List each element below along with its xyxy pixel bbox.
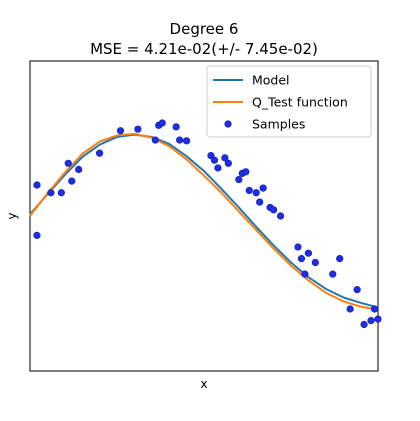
curves-layer bbox=[29, 132, 379, 311]
legend: Model Q_Test function Samples bbox=[206, 65, 372, 138]
sample-point bbox=[346, 305, 354, 313]
sample-point bbox=[183, 137, 191, 145]
sample-point bbox=[57, 189, 65, 197]
sample-point bbox=[353, 286, 361, 294]
sample-point bbox=[221, 154, 229, 162]
sample-point bbox=[47, 189, 55, 197]
sample-point bbox=[367, 317, 375, 325]
sample-point bbox=[242, 168, 250, 176]
legend-label-samples: Samples bbox=[252, 117, 305, 132]
sample-point bbox=[214, 164, 222, 172]
sample-point bbox=[304, 249, 313, 257]
series-line-q-test-function bbox=[29, 132, 379, 311]
sample-point bbox=[64, 159, 72, 167]
sample-point bbox=[336, 255, 344, 263]
sample-point bbox=[370, 305, 379, 313]
sample-point bbox=[256, 198, 264, 206]
samples-layer bbox=[33, 119, 382, 329]
sample-point bbox=[374, 315, 382, 323]
chart-title: Degree 6 bbox=[170, 20, 239, 38]
chart-subtitle: MSE = 4.21e-02(+/- 7.45e-02) bbox=[90, 40, 318, 58]
sample-point bbox=[252, 189, 260, 197]
sample-point bbox=[311, 258, 319, 267]
sample-point bbox=[158, 119, 166, 127]
sample-point bbox=[75, 165, 83, 174]
sample-point bbox=[301, 270, 309, 278]
sample-point bbox=[270, 206, 278, 214]
sample-point bbox=[176, 136, 184, 144]
sample-point bbox=[294, 243, 302, 251]
x-axis-label: x bbox=[200, 377, 207, 391]
sample-point bbox=[172, 123, 180, 131]
sample-point bbox=[360, 320, 368, 329]
sample-point bbox=[33, 231, 41, 239]
legend-label-test-function: Q_Test function bbox=[252, 95, 348, 110]
sample-point bbox=[33, 181, 41, 189]
sample-point bbox=[68, 177, 76, 185]
sample-point bbox=[151, 136, 159, 144]
legend-frame bbox=[206, 65, 372, 138]
sample-point bbox=[245, 186, 253, 195]
sample-point bbox=[297, 255, 306, 263]
y-axis-label: y bbox=[5, 212, 19, 219]
sample-point bbox=[210, 156, 219, 164]
sample-point bbox=[235, 175, 243, 184]
legend-label-model: Model bbox=[252, 73, 290, 88]
sample-point bbox=[134, 125, 142, 133]
sample-point bbox=[95, 149, 104, 157]
sample-point bbox=[276, 212, 285, 220]
sample-point bbox=[116, 127, 125, 135]
sample-point bbox=[329, 270, 337, 278]
sample-point bbox=[259, 184, 267, 192]
sample-point bbox=[224, 159, 232, 167]
series-line-model bbox=[29, 133, 379, 309]
legend-swatch-samples bbox=[224, 120, 232, 128]
